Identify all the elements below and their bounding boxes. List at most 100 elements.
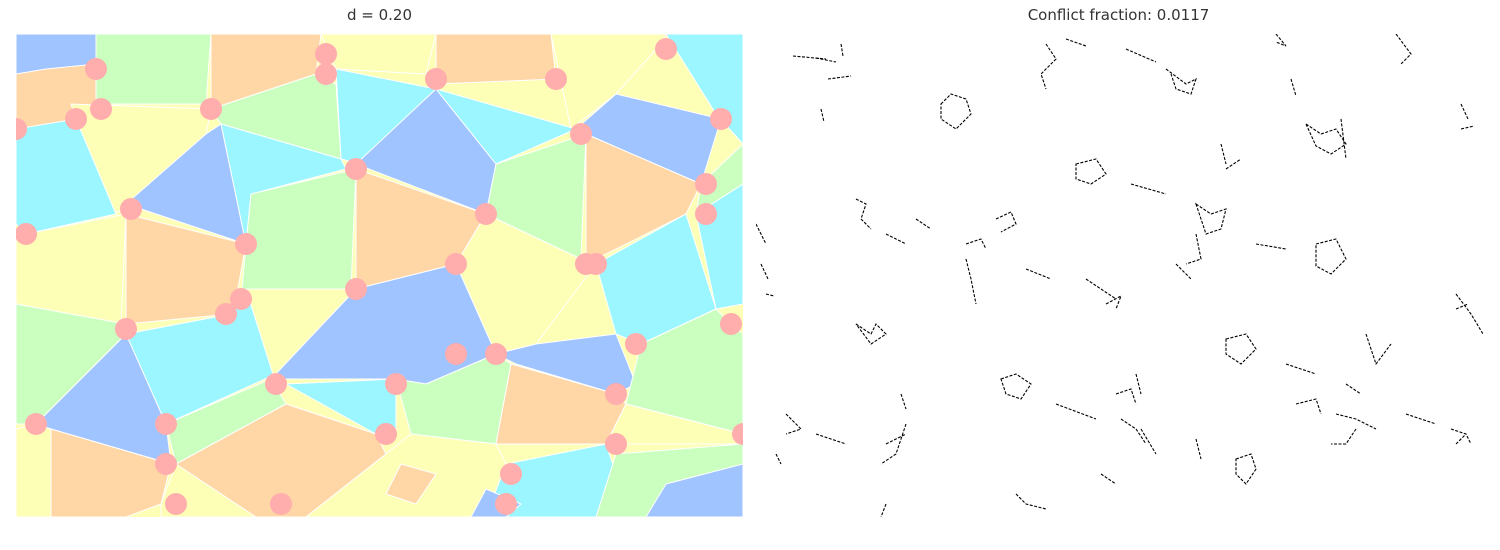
- conflict-boundary-segment: [1455, 293, 1483, 335]
- conflict-blob: [65, 108, 87, 130]
- map-region: [550, 34, 667, 130]
- conflict-boundary-segment: [1395, 34, 1412, 65]
- conflict-boundary-segment: [815, 433, 847, 445]
- conflict-blob: [85, 58, 107, 80]
- conflict-boundary-map: [756, 34, 1483, 517]
- conflict-boundary-segment: [965, 238, 987, 250]
- conflict-boundary-segment: [1100, 473, 1117, 485]
- conflict-boundary-segment: [1275, 34, 1287, 47]
- conflict-blob: [385, 373, 407, 395]
- conflict-boundary-segment: [1140, 428, 1157, 455]
- conflict-blob: [165, 493, 187, 515]
- conflict-boundary-segment: [1220, 143, 1227, 165]
- conflict-blob: [200, 98, 222, 120]
- conflict-blob: [235, 233, 257, 255]
- conflict-boundary-segment: [880, 423, 907, 465]
- conflict-boundary-segment: [1000, 373, 1032, 400]
- conflict-boundary-segment: [940, 93, 972, 130]
- conflict-boundary-segment: [1075, 158, 1107, 185]
- conflict-blob: [230, 288, 252, 310]
- conflict-boundary-segment: [1040, 43, 1057, 90]
- conflict-boundary-segment: [1455, 433, 1467, 445]
- conflict-blob: [315, 43, 337, 65]
- conflict-boundary-segment: [1455, 303, 1469, 310]
- conflict-boundary-segment: [775, 453, 782, 465]
- conflict-boundary-segment: [1195, 438, 1202, 460]
- map-region: [220, 123, 347, 245]
- conflict-boundary-segment: [760, 263, 769, 280]
- conflict-boundary-segment: [1295, 398, 1322, 415]
- conflict-boundary-segment: [1225, 333, 1257, 365]
- map-region: [435, 34, 557, 85]
- conflict-blob: [315, 63, 337, 85]
- conflict-blob: [16, 223, 37, 245]
- conflict-boundary-segment: [880, 503, 887, 517]
- conflict-boundary-segment: [1115, 388, 1137, 405]
- coloring-map-svg: [16, 34, 743, 517]
- conflict-boundary-segment: [1335, 413, 1377, 430]
- conflict-blob: [695, 203, 717, 225]
- conflict-boundary-segment: [1165, 68, 1197, 95]
- conflict-boundary-segment: [815, 57, 837, 63]
- conflict-boundary-segment: [1405, 413, 1437, 425]
- left-panel-title: d = 0.20: [346, 6, 413, 24]
- conflict-blob: [16, 118, 27, 140]
- conflict-blob: [720, 313, 742, 335]
- conflict-boundary-segment: [1225, 158, 1242, 170]
- conflict-boundary-segment: [1130, 183, 1167, 195]
- map-region: [16, 423, 52, 517]
- conflict-blob: [485, 343, 507, 365]
- conflict-boundary-segment: [1255, 243, 1287, 250]
- conflict-boundary-segment: [1175, 263, 1192, 280]
- map-region: [645, 463, 743, 517]
- conflict-blob: [570, 123, 592, 145]
- conflict-boundary-segment: [1365, 333, 1392, 366]
- conflict-boundary-segment: [855, 323, 887, 345]
- conflict-boundary-segment: [855, 198, 872, 230]
- conflict-boundary-segment: [1235, 453, 1257, 485]
- conflict-blob: [545, 68, 567, 90]
- right-panel-title: Conflict fraction: 0.0117: [1027, 6, 1210, 24]
- conflict-blob: [495, 493, 517, 515]
- conflict-boundary-segment: [1345, 383, 1362, 395]
- conflict-boundary-segment: [1450, 428, 1472, 445]
- conflict-blob: [425, 68, 447, 90]
- conflict-boundary-segment: [827, 75, 852, 80]
- conflict-boundary-segment: [1015, 493, 1047, 510]
- conflict-boundary-segment: [1194, 202, 1227, 235]
- conflict-boundary-segment: [900, 393, 907, 410]
- conflict-boundary-segment: [965, 258, 977, 305]
- conflict-boundary-segment: [885, 433, 907, 445]
- conflict-boundary-segment: [1125, 48, 1157, 63]
- conflict-boundary-segment: [885, 233, 907, 245]
- conflict-boundary-segment: [1315, 238, 1347, 275]
- conflict-blob: [585, 253, 607, 275]
- conflict-boundary-segment: [1460, 125, 1475, 130]
- conflict-boundary-segment: [995, 211, 1017, 233]
- conflict-blob: [605, 383, 627, 405]
- conflict-boundary-segment: [915, 218, 932, 230]
- map-region: [320, 34, 437, 75]
- conflict-blob: [115, 318, 137, 340]
- conflict-blob: [270, 493, 292, 515]
- conflict-blob: [345, 158, 367, 180]
- coloring-map: [16, 34, 743, 517]
- conflict-blob: [500, 463, 522, 485]
- conflict-blob: [710, 108, 732, 130]
- map-region: [605, 403, 743, 445]
- conflict-boundary-segment: [1460, 103, 1469, 120]
- conflict-boundary-segment: [756, 223, 767, 245]
- map-region: [385, 463, 437, 505]
- conflict-boundary-segment: [765, 293, 775, 297]
- conflict-blob: [445, 253, 467, 275]
- conflict-boundary-segment: [1304, 122, 1347, 155]
- map-region: [16, 34, 97, 75]
- conflict-boundary-segment: [1105, 294, 1123, 310]
- conflict-blob: [732, 423, 743, 445]
- map-region: [95, 34, 212, 105]
- conflict-blob: [655, 38, 677, 60]
- conflict-blob: [120, 198, 142, 220]
- conflict-boundary-segment: [1120, 418, 1147, 445]
- conflict-boundary-segment: [1285, 363, 1317, 375]
- conflict-boundary-segment: [1135, 373, 1142, 395]
